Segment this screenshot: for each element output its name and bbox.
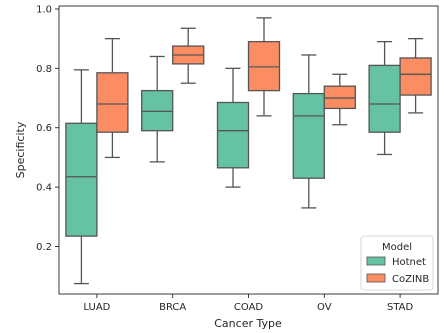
box-iqr — [216, 101, 250, 169]
box-cozinb-brca — [172, 27, 205, 84]
box-iqr — [247, 40, 281, 92]
box-hotnet-coad — [216, 67, 250, 188]
box-hotnet-luad — [65, 69, 98, 285]
legend-swatch-hotnet — [366, 256, 386, 266]
y-axis: 0.2 0.4 0.6 0.8 1.0 — [36, 4, 59, 253]
x-tick-label: BRCA — [159, 302, 186, 313]
legend-swatch-cozinb — [366, 273, 386, 283]
y-tick-label: 0.4 — [36, 183, 52, 194]
box-iqr — [141, 89, 174, 132]
box-iqr — [323, 85, 356, 110]
plot-marks — [65, 17, 432, 285]
y-tick-label: 1.0 — [36, 4, 52, 15]
box-hotnet-brca — [141, 55, 174, 163]
box-iqr — [292, 92, 325, 179]
y-tick-label: 0.6 — [36, 123, 52, 134]
box-iqr — [65, 122, 98, 237]
box-cozinb-coad — [247, 17, 281, 117]
box-cozinb-luad — [96, 38, 129, 159]
x-tick-label: OV — [317, 302, 332, 313]
box-hotnet-ov — [292, 54, 325, 209]
legend-title: Model — [382, 242, 412, 253]
box-iqr — [96, 72, 129, 133]
x-tick-label: LUAD — [83, 302, 110, 313]
y-axis-label: Specificity — [14, 121, 27, 178]
y-tick-label: 0.2 — [36, 242, 52, 253]
x-tick-label: STAD — [387, 302, 414, 313]
box-iqr — [399, 57, 432, 96]
legend-label-cozinb: CoZINB — [392, 274, 429, 285]
x-tick-label: COAD — [234, 302, 264, 313]
x-axis-label: Cancer Type — [214, 317, 282, 330]
y-tick-label: 0.8 — [36, 64, 52, 75]
legend: Model Hotnet CoZINB — [360, 235, 434, 291]
box-cozinb-ov — [323, 73, 356, 126]
x-axis: LUAD BRCA COAD OV STAD — [83, 294, 414, 313]
box-iqr — [368, 64, 401, 133]
box-hotnet-stad — [368, 40, 401, 156]
legend-label-hotnet: Hotnet — [392, 257, 426, 268]
box-cozinb-stad — [399, 38, 432, 114]
